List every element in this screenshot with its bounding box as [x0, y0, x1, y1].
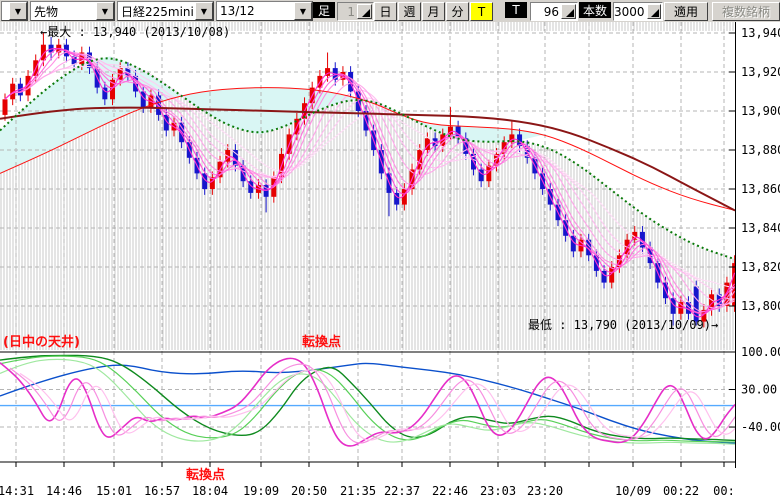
- mini-symbol-dropdown[interactable]: ▼: [1, 1, 28, 21]
- below-cloud-hatch: [0, 96, 735, 350]
- svg-text:14:46: 14:46: [46, 484, 82, 498]
- svg-text:16:57: 16:57: [144, 484, 180, 498]
- candle: [209, 171, 215, 195]
- candle: [110, 73, 116, 106]
- candle: [263, 179, 269, 213]
- svg-text:21:35: 21:35: [340, 484, 376, 498]
- day-button[interactable]: 日: [374, 2, 397, 21]
- tick-count-label: T: [505, 2, 527, 18]
- maroon-ma-line: [0, 106, 736, 212]
- svg-text:13,900: 13,900: [741, 104, 780, 118]
- spinner-icon[interactable]: [561, 4, 576, 19]
- tick-button[interactable]: T: [470, 2, 493, 21]
- spinner-icon[interactable]: [646, 4, 661, 19]
- svg-text:13,860: 13,860: [741, 182, 780, 196]
- svg-text:00:22: 00:22: [663, 484, 699, 498]
- multi-symbol-button: 複数銘柄: [712, 2, 780, 21]
- toolbar: ▼ 先物 ▼ 日経225mini ▼ 13/12 ▼ 足 1 日 週 月 分 T…: [0, 0, 780, 23]
- candle: [325, 52, 331, 82]
- svg-text:14:31: 14:31: [0, 484, 34, 498]
- chevron-down-icon: ▼: [195, 2, 213, 20]
- min-price-annotation: 最低 : 13,790 (2013/10/09)→: [528, 318, 719, 332]
- instrument-type-dropdown[interactable]: 先物 ▼: [30, 1, 115, 21]
- candle: [693, 280, 699, 326]
- candle: [2, 93, 8, 121]
- candle: [586, 233, 592, 262]
- svg-text:22:46: 22:46: [432, 484, 468, 498]
- blue-osc-line: [0, 362, 735, 444]
- svg-text:22:37: 22:37: [384, 484, 420, 498]
- candle: [509, 120, 515, 149]
- candle: [232, 144, 238, 172]
- candle: [424, 132, 430, 156]
- candle: [401, 183, 407, 211]
- bar-label: 足: [313, 2, 335, 18]
- svg-text:100.00: 100.00: [741, 345, 780, 359]
- candle: [701, 304, 707, 328]
- turning-point-bottom-annotation: 転換点: [186, 468, 226, 483]
- chart-frame: [0, 22, 736, 468]
- svg-text:15:01: 15:01: [96, 484, 132, 498]
- svg-text:23:20: 23:20: [527, 484, 563, 498]
- chevron-down-icon: ▼: [96, 2, 114, 20]
- candle: [102, 81, 108, 106]
- tick-count-spinner[interactable]: 96: [530, 2, 578, 21]
- pink-osc-1-line: [9, 363, 735, 444]
- turning-point-top-annotation: 転換点: [302, 335, 342, 350]
- max-price-annotation: ←最大 : 13,940 (2013/10/08): [40, 25, 231, 39]
- chevron-down-icon: ▼: [294, 2, 312, 20]
- candle: [686, 296, 692, 320]
- svg-text:23:03: 23:03: [480, 484, 516, 498]
- ceiling-annotation: (日中の天井): [3, 335, 80, 350]
- svg-text:10/09: 10/09: [615, 484, 651, 498]
- short-ma-ribbon: [4, 47, 735, 318]
- svg-text:13,840: 13,840: [741, 221, 780, 235]
- candle: [709, 288, 715, 316]
- price-and-oscillator-chart[interactable]: 13,940 13,920 13,900 13,880 13,860 13,840 13,8…: [0, 22, 780, 500]
- symbol-dropdown[interactable]: 日経225mini ▼: [117, 1, 214, 21]
- week-button[interactable]: 週: [398, 2, 421, 21]
- minute-button[interactable]: 分: [446, 2, 469, 21]
- svg-text:13,880: 13,880: [741, 143, 780, 157]
- apply-button[interactable]: 適用: [664, 2, 708, 21]
- svg-text:00:: 00:: [713, 484, 735, 498]
- candle: [517, 128, 523, 152]
- candle: [455, 120, 461, 145]
- candle: [609, 261, 615, 289]
- chevron-down-icon: ▼: [9, 2, 27, 20]
- svg-text:13,920: 13,920: [741, 65, 780, 79]
- oscillator-layer: [0, 354, 735, 447]
- contract-month-dropdown[interactable]: 13/12 ▼: [216, 1, 313, 21]
- magenta-osc-line: [0, 357, 735, 447]
- axis-labels: 13,940 13,920 13,900 13,880 13,860 13,840 13,8…: [0, 26, 780, 498]
- candle: [632, 226, 638, 246]
- month-button[interactable]: 月: [422, 2, 445, 21]
- candle: [394, 187, 400, 211]
- svg-text:30.00: 30.00: [741, 383, 777, 397]
- svg-text:20:50: 20:50: [291, 484, 327, 498]
- svg-text:13,940: 13,940: [741, 26, 780, 40]
- candle: [447, 107, 453, 141]
- bars-count-spinner[interactable]: 3000: [613, 2, 663, 21]
- green-ma-line: [0, 57, 736, 261]
- candle: [10, 77, 16, 106]
- svg-text:13,820: 13,820: [741, 260, 780, 274]
- svg-text:-40.00: -40.00: [741, 420, 780, 434]
- green-osc-dark-line: [0, 354, 735, 442]
- candle: [486, 159, 492, 188]
- svg-text:19:09: 19:09: [243, 484, 279, 498]
- chart-area[interactable]: 13,940 13,920 13,900 13,880 13,860 13,840 13,8…: [0, 22, 780, 500]
- svg-text:13,800: 13,800: [741, 299, 780, 313]
- svg-text:18:04: 18:04: [192, 484, 228, 498]
- bar-interval-spinner[interactable]: 1: [337, 2, 374, 21]
- red-line-line: [0, 87, 736, 211]
- pink-osc-2-line: [19, 369, 735, 441]
- bars-count-label: 本数: [579, 2, 611, 18]
- spinner-icon[interactable]: [357, 4, 372, 19]
- top-hatch-band: [0, 22, 735, 31]
